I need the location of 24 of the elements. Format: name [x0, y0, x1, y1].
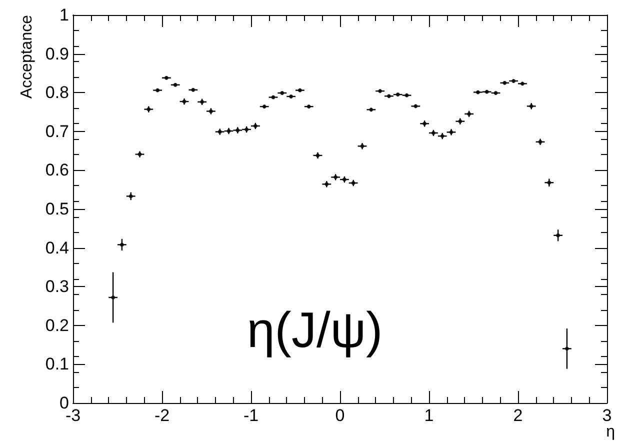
y-tick-label: 0.5 [45, 200, 69, 218]
y-tick-label: 0.7 [45, 122, 69, 141]
x-tick-label: 3 [602, 406, 612, 425]
y-tick-label: 0.4 [45, 238, 69, 258]
x-tick-label: -1 [243, 406, 259, 425]
annotation: η(J/ψ) [247, 302, 383, 358]
point [556, 233, 560, 238]
x-tick-label: 0 [335, 406, 345, 425]
y-tick-label: 1 [60, 6, 69, 24]
x-tick-label: -2 [154, 406, 170, 425]
x-tick-label: 1 [424, 406, 434, 425]
point [120, 242, 124, 247]
x-axis-title: η [606, 424, 616, 440]
y-tick-label: 0.6 [45, 160, 69, 180]
y-tick-label: 0.8 [45, 83, 69, 102]
point [111, 295, 116, 300]
y-tick-label: 0.9 [45, 44, 69, 64]
x-tick-label: 2 [513, 406, 523, 425]
y-tick-label: 0.2 [45, 316, 69, 335]
y-tick-label: 0 [60, 394, 69, 412]
y-tick-label: 0.3 [45, 277, 69, 296]
point [564, 346, 569, 351]
y-axis-title: Acceptance [18, 14, 36, 99]
y-tick-label: 0.1 [45, 354, 69, 374]
